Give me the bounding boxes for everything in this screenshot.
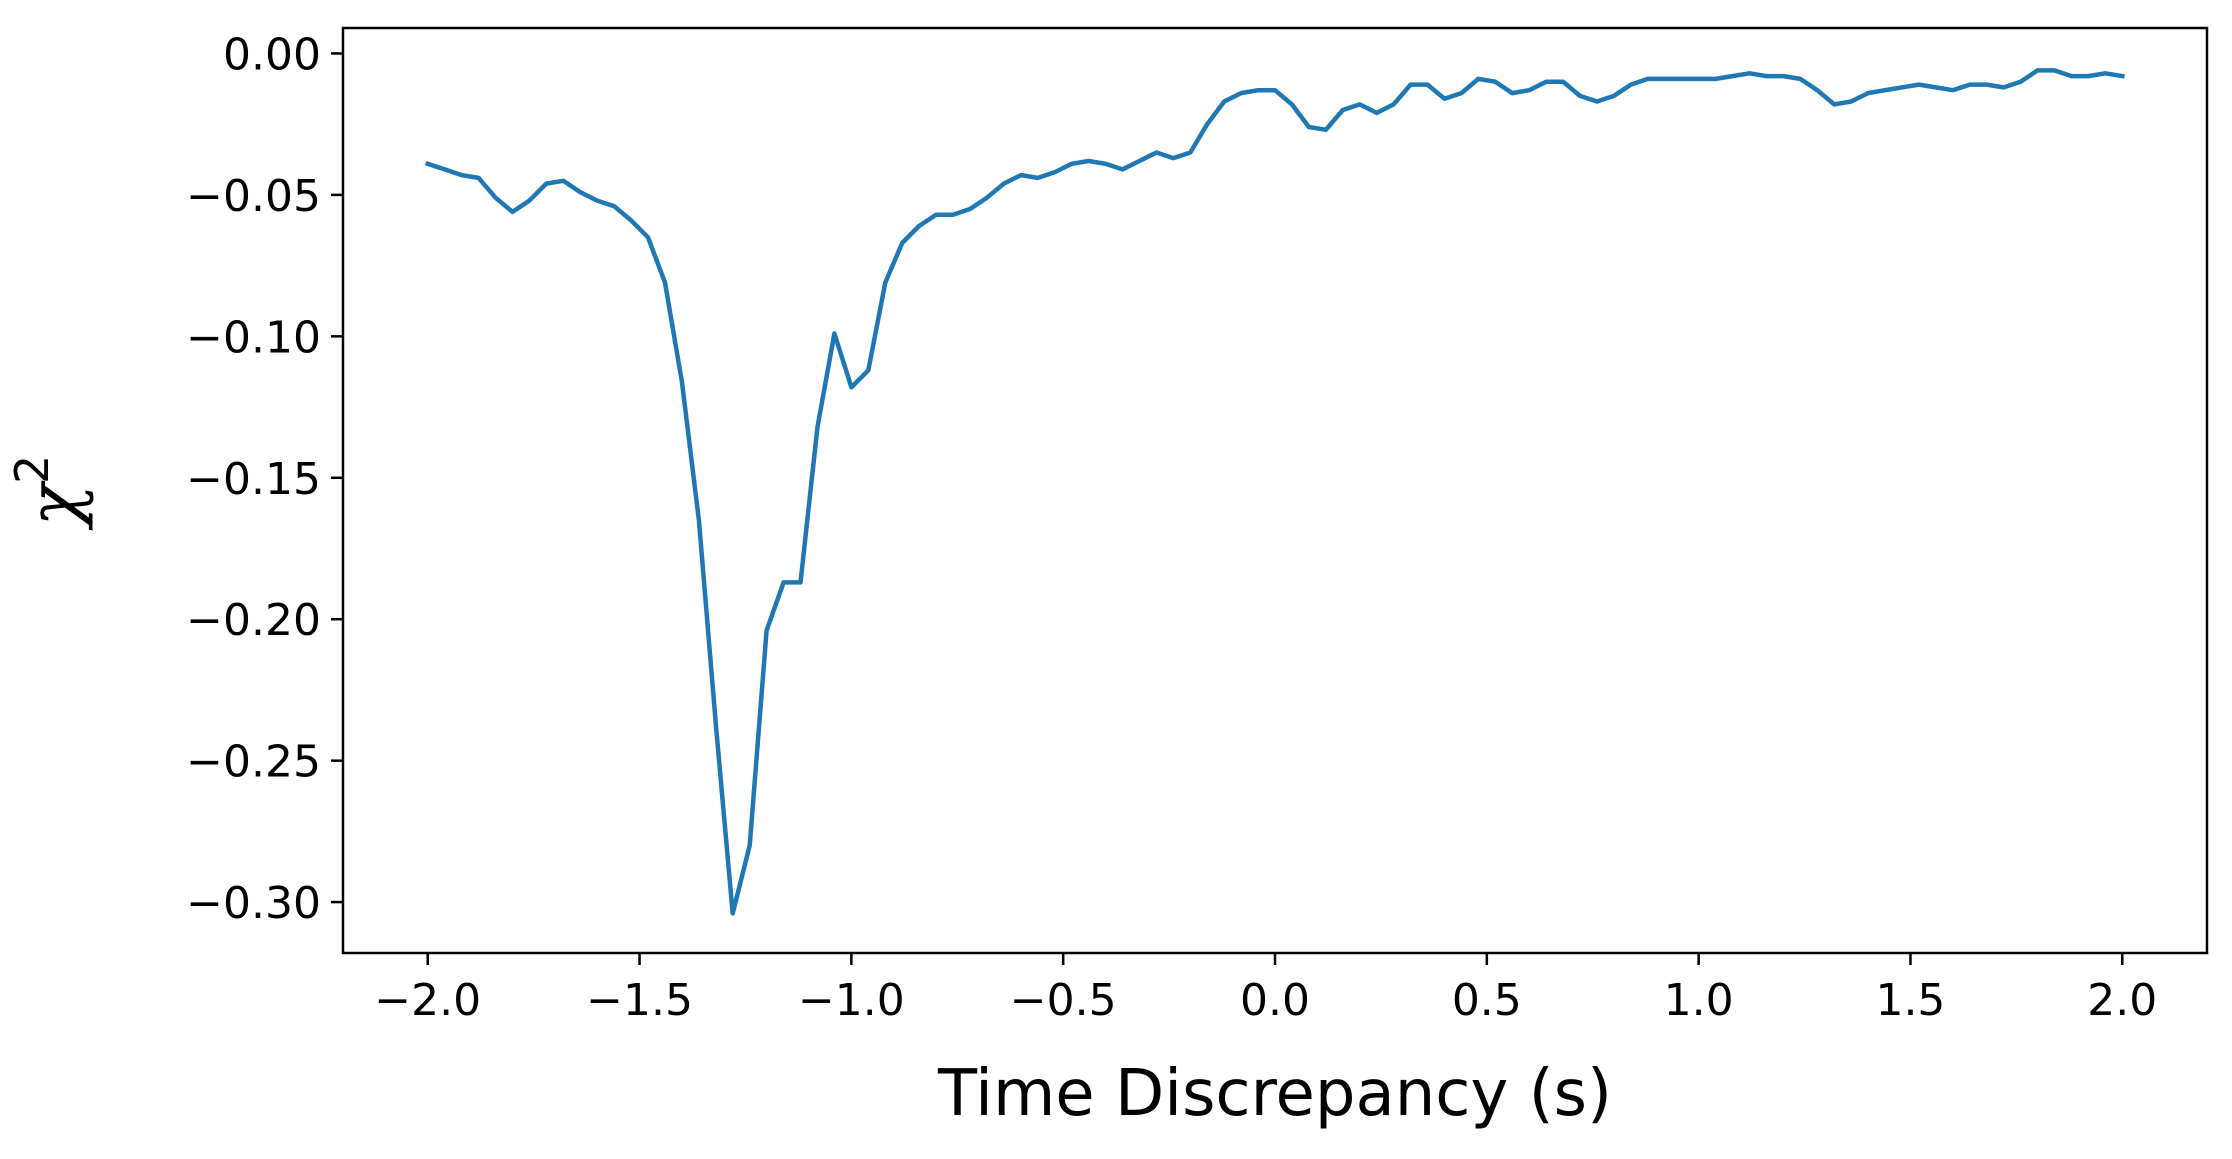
y-tick-label: −0.25 [186,737,321,788]
x-tick-label: −1.5 [586,975,693,1026]
y-axis-label: χ2 [5,455,95,532]
y-tick-label: −0.10 [186,312,321,363]
x-tick-label: 0.5 [1452,975,1522,1026]
y-tick-label: 0.00 [223,29,321,80]
x-axis-ticks: −2.0 −1.5 −1.0 −0.5 0.0 0.5 1.0 1.5 2.0 [374,953,2157,1026]
y-tick-label: −0.15 [186,454,321,505]
series-line [424,68,2125,916]
x-tick-label: −0.5 [1010,975,1117,1026]
x-axis-label: Time Discrepancy (s) [937,1057,1612,1131]
x-tick-label: −1.0 [798,975,905,1026]
x-tick-label: −2.0 [374,975,481,1026]
x-tick-label: 2.0 [2087,975,2157,1026]
x-tick-label: 1.0 [1664,975,1734,1026]
y-axis-label-symbol: χ [13,480,95,531]
x-tick-label: 0.0 [1240,975,1310,1026]
y-tick-label: −0.20 [186,595,321,646]
y-tick-label: −0.30 [186,878,321,929]
y-tick-label: −0.05 [186,171,321,222]
plot-frame [341,26,2209,955]
x-tick-label: 1.5 [1875,975,1945,1026]
y-axis-label-superscript: 2 [5,455,59,484]
y-axis-ticks: 0.00 −0.05 −0.10 −0.15 −0.20 −0.25 −0.30 [186,29,343,929]
